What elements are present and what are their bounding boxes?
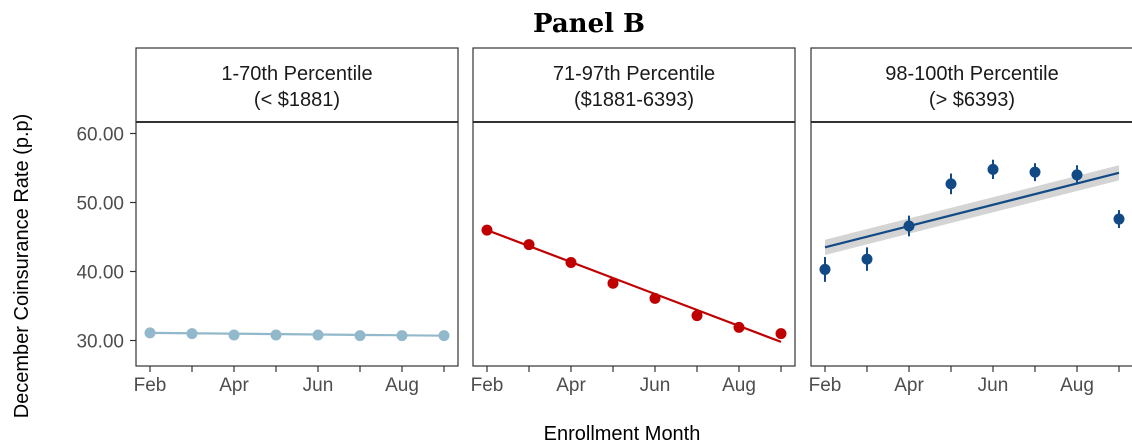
data-point [691,310,703,322]
x-tick-label: Feb [134,375,167,396]
x-tick-label: Aug [385,375,419,396]
data-point [819,263,831,275]
data-point [649,292,661,304]
data-point [481,224,493,236]
data-point [186,328,198,340]
data-point [1071,169,1083,181]
fit-line [149,331,445,337]
data-point [945,178,957,190]
data-point [861,253,873,265]
data-point [523,239,535,251]
data-point [144,327,156,339]
x-tick-label: Jun [640,375,671,396]
x-tick-label: Apr [219,375,249,396]
y-tick-label: 30.00 [76,332,124,353]
strip-label-line1: 1-70th Percentile [221,63,372,85]
data-point [1029,166,1041,178]
data-point [733,321,745,333]
facet-panels: 1-70th Percentile(< $1881)Feb Apr Jun Aug71… [134,47,1132,396]
plot-area [135,121,459,367]
y-axis-title: December Coinsurance Rate (p.p) [11,114,33,419]
x-axis-title: Enrollment Month [544,423,701,444]
strip-label-line1: 71-97th Percentile [553,63,715,85]
data-point [565,257,577,269]
x-tick-label: Feb [471,375,504,396]
data-point [775,328,787,340]
strip-label-line2: ($1881-6393) [574,89,694,111]
x-tick-label: Feb [809,375,842,396]
fit-line [824,171,1120,249]
data-point [607,277,619,289]
strip-label-line2: (> $6393) [929,89,1015,111]
x-tick-label: Jun [978,375,1009,396]
data-point [396,330,408,342]
data-point [312,329,324,341]
data-point [354,330,366,342]
x-tick-label: Apr [556,375,586,396]
data-point [228,329,240,341]
plot-area [810,121,1132,367]
y-tick-label: 60.00 [76,125,124,146]
data-point [987,163,999,175]
x-tick-label: Aug [1060,375,1094,396]
facet-panel-2: 71-97th Percentile ($1881-6393) Feb Apr Jun A… [471,47,796,396]
plot-area [472,121,796,367]
x-tick-label: Aug [722,375,756,396]
fit-line [486,229,782,343]
strip-label-line2: (< $1881) [254,89,340,111]
data-point [438,330,450,342]
data-point [1113,213,1125,225]
y-axis: 30.00 40.00 50.00 60.00 [76,125,136,353]
facet-panel-1: 1-70th Percentile (< $1881) Feb Apr Jun Aug [134,47,459,396]
chart-title: Panel B [533,9,645,39]
data-point [903,220,915,232]
strip-box [472,47,796,123]
y-tick-label: 40.00 [76,263,124,284]
x-tick-label: Apr [894,375,924,396]
strip-box [135,47,459,123]
data-point [270,329,282,341]
facet-panel-3: 98-100th Percentile (> $6393) Feb Apr Jun Aug [809,47,1132,396]
y-tick-label: 50.00 [76,194,124,215]
x-tick-label: Jun [303,375,334,396]
strip-label-line1: 98-100th Percentile [885,63,1058,85]
